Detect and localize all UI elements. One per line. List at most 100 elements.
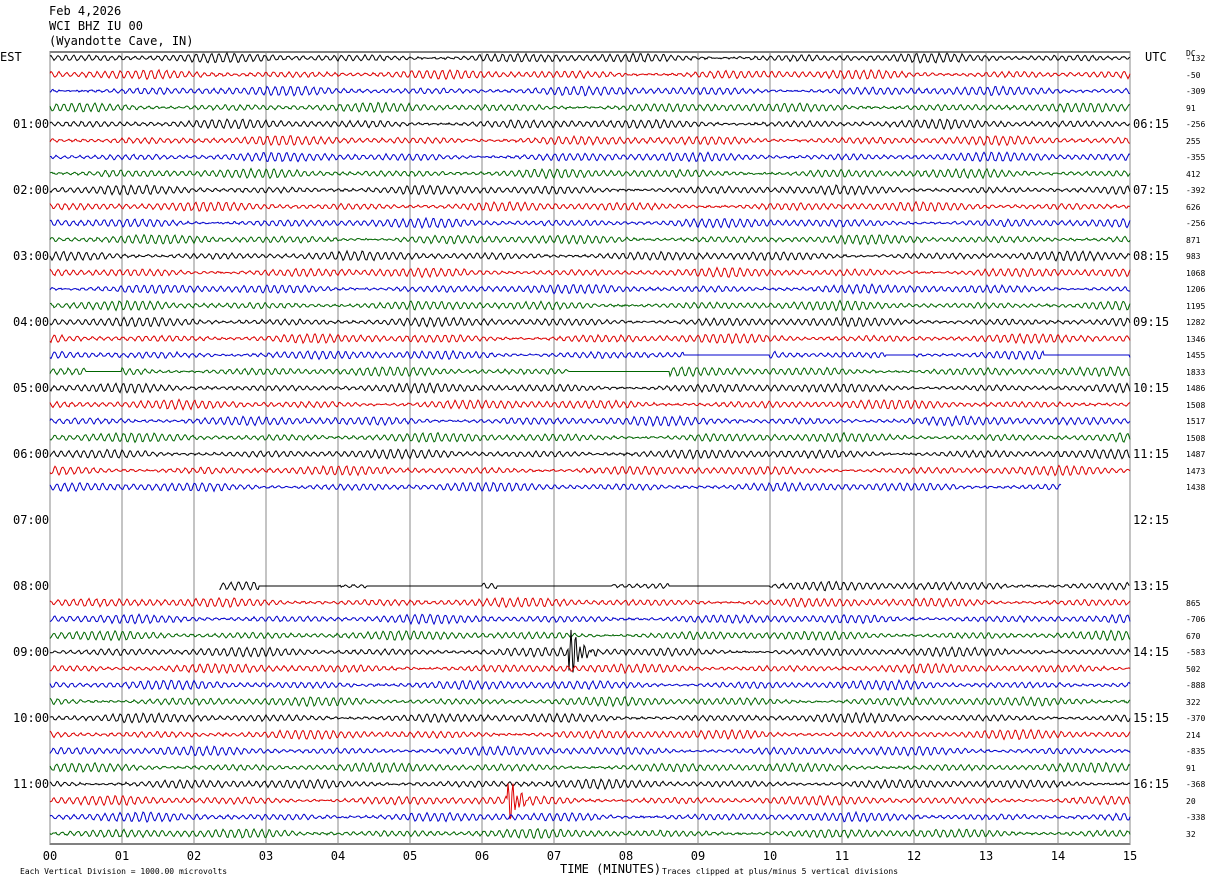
seismic-trace-9: [49, 200, 1131, 213]
dc-offset-label: 1833: [1186, 367, 1206, 377]
seismic-trace-39: [49, 695, 1131, 708]
seismic-trace-18: [49, 349, 1131, 361]
dc-offset-label: -368: [1186, 780, 1206, 789]
dc-column-label: DC: [1186, 49, 1196, 58]
seismic-trace-8: [49, 184, 1131, 196]
station-code: WCI BHZ IU 00: [49, 19, 143, 33]
dc-offset-label: 32: [1186, 829, 1196, 839]
seismic-trace-13: [49, 266, 1131, 279]
minute-gridlines: [49, 52, 1131, 844]
dc-offset-label: 1508: [1186, 400, 1206, 410]
utc-hour-label: 06:15: [1133, 117, 1170, 131]
est-hour-label: 11:00: [13, 777, 50, 791]
x-tick-label: 09: [690, 849, 706, 863]
dc-offset-label: 670: [1186, 631, 1201, 641]
est-hour-label: 06:00: [13, 447, 50, 461]
dc-offset-label: -132: [1186, 54, 1206, 63]
x-tick-label: 08: [618, 849, 634, 863]
seismic-trace-45: [49, 783, 1131, 820]
x-tick-label: 07: [546, 849, 562, 863]
dc-offset-label: -256: [1186, 120, 1206, 129]
dc-offset-label: -835: [1186, 747, 1206, 756]
dc-offset-label: 1346: [1186, 334, 1206, 344]
utc-hour-label: 15:15: [1133, 711, 1170, 725]
clipping-note: Traces clipped at plus/minus 5 vertical …: [662, 867, 899, 876]
est-hour-label: 08:00: [13, 579, 50, 593]
est-hour-label: 10:00: [13, 711, 50, 725]
dc-offset-label: -888: [1186, 681, 1206, 690]
utc-hour-label: 09:15: [1133, 315, 1170, 329]
seismic-trace-4: [49, 118, 1131, 131]
seismic-trace-14: [49, 283, 1131, 295]
est-hour-label: 07:00: [13, 513, 50, 527]
seismic-trace-1: [49, 68, 1131, 81]
seismic-traces: [49, 51, 1131, 840]
dc-offset-label: -706: [1186, 615, 1206, 624]
x-tick-label: 03: [258, 849, 274, 863]
dc-offset-label: -309: [1186, 87, 1206, 96]
dc-offset-label: 502: [1186, 664, 1201, 674]
station-location: (Wyandotte Cave, IN): [49, 34, 194, 48]
dc-offset-label: 322: [1186, 697, 1201, 707]
dc-offset-label: 1487: [1186, 450, 1206, 459]
seismic-trace-10: [49, 216, 1131, 230]
seismic-trace-33: [49, 596, 1131, 609]
seismic-trace-6: [49, 151, 1131, 163]
est-timezone-label: EST: [0, 50, 22, 64]
dc-offset-label: 865: [1186, 598, 1201, 608]
dc-offset-label: -583: [1186, 648, 1206, 657]
seismic-trace-37: [49, 662, 1131, 675]
seismic-trace-22: [49, 414, 1131, 428]
seismic-trace-25: [49, 464, 1131, 477]
utc-hour-label: 07:15: [1133, 183, 1170, 197]
seismic-trace-7: [49, 167, 1131, 180]
x-tick-label: 10: [762, 849, 778, 863]
dc-offset-label: 412: [1186, 169, 1201, 179]
utc-hour-label: 10:15: [1133, 381, 1170, 395]
seismic-trace-20: [49, 382, 1131, 394]
est-hour-label: 03:00: [13, 249, 50, 263]
utc-hour-label: 13:15: [1133, 579, 1170, 593]
dc-offset-label: 214: [1186, 730, 1201, 740]
seismic-trace-47: [49, 827, 1131, 840]
dc-offset-label: 1068: [1186, 268, 1206, 278]
dc-offset-label: 1486: [1186, 384, 1206, 393]
x-tick-label: 02: [186, 849, 202, 863]
dc-offset-label: 255: [1186, 136, 1201, 146]
est-hour-label: 04:00: [13, 315, 50, 329]
seismic-trace-11: [49, 233, 1131, 246]
dc-offset-label: 1508: [1186, 433, 1206, 443]
dc-offset-label: 1517: [1186, 417, 1206, 426]
seismic-trace-43: [49, 761, 1131, 774]
dc-offset-label: -392: [1186, 186, 1206, 195]
seismic-trace-32: [219, 580, 1130, 592]
x-tick-label: 13: [978, 849, 994, 863]
dc-offset-label: 1438: [1186, 483, 1206, 492]
vertical-scale-note: Each Vertical Division = 1000.00 microvo…: [20, 867, 228, 876]
seismic-trace-44: [49, 778, 1131, 791]
dc-offset-label: 1473: [1186, 466, 1206, 476]
seismic-trace-2: [49, 85, 1131, 97]
dc-offset-label: 983: [1186, 252, 1201, 261]
seismic-trace-36: [49, 629, 1131, 673]
seismic-trace-26: [49, 481, 1062, 493]
seismic-trace-46: [49, 810, 1131, 824]
seismic-trace-0: [49, 51, 1131, 64]
dc-offset-label: 1195: [1186, 301, 1206, 311]
utc-hour-label: 12:15: [1133, 513, 1170, 527]
seismic-trace-5: [49, 135, 1131, 147]
x-tick-label: 15: [1122, 849, 1138, 863]
est-hour-label: 01:00: [13, 117, 50, 131]
est-hour-label: 02:00: [13, 183, 50, 197]
dc-offset-label: -50: [1186, 70, 1201, 80]
seismic-trace-3: [49, 101, 1131, 114]
seismic-trace-23: [49, 431, 1131, 444]
dc-offset-label: -355: [1186, 153, 1206, 162]
seismic-trace-41: [49, 728, 1131, 741]
x-tick-label: 01: [114, 849, 130, 863]
dc-offset-label: -338: [1186, 813, 1206, 822]
x-tick-label: 00: [42, 849, 58, 863]
seismic-trace-40: [49, 711, 1131, 724]
dc-offset-label: 1206: [1186, 285, 1206, 294]
